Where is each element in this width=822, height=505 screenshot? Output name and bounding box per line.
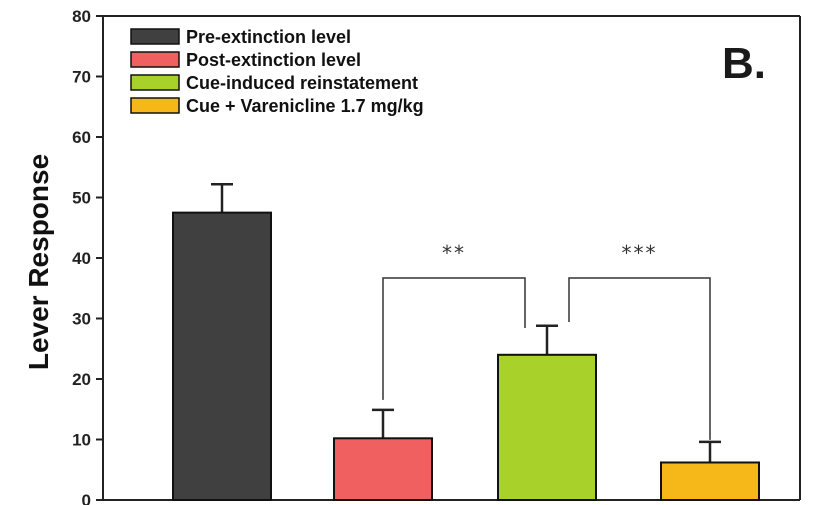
bar	[172, 211, 272, 501]
significance-label: **	[442, 241, 466, 265]
legend: Pre-extinction level Post-extinction leve…	[130, 27, 424, 116]
legend-swatch	[130, 28, 180, 45]
bar	[333, 437, 433, 502]
bar	[660, 461, 760, 501]
y-tick-label: 30	[72, 310, 91, 329]
legend-label: Post-extinction level	[186, 50, 361, 70]
significance-bracket	[382, 277, 526, 400]
y-tick-label: 10	[72, 431, 91, 450]
legend-label: Cue-induced reinstatement	[186, 73, 418, 93]
y-axis-label: Lever Response	[23, 154, 54, 370]
y-tick-label: 80	[72, 7, 91, 26]
y-tick-label: 20	[72, 370, 91, 389]
significance-bracket	[568, 277, 711, 440]
y-tick-label: 50	[72, 189, 91, 208]
panel-label: B.	[722, 39, 766, 88]
significance-label: ***	[622, 241, 658, 265]
y-tick-label: 0	[82, 491, 91, 505]
legend-swatch	[130, 51, 180, 68]
significance-brackets: ** ***	[382, 241, 711, 440]
legend-label: Cue + Varenicline 1.7 mg/kg	[186, 96, 424, 116]
y-tick-label: 40	[72, 249, 91, 268]
y-tick-label: 70	[72, 68, 91, 87]
bar	[497, 353, 597, 501]
bars	[172, 182, 760, 502]
legend-swatch	[130, 97, 180, 114]
y-tick-label: 60	[72, 128, 91, 147]
legend-swatch	[130, 74, 180, 91]
legend-label: Pre-extinction level	[186, 27, 351, 47]
